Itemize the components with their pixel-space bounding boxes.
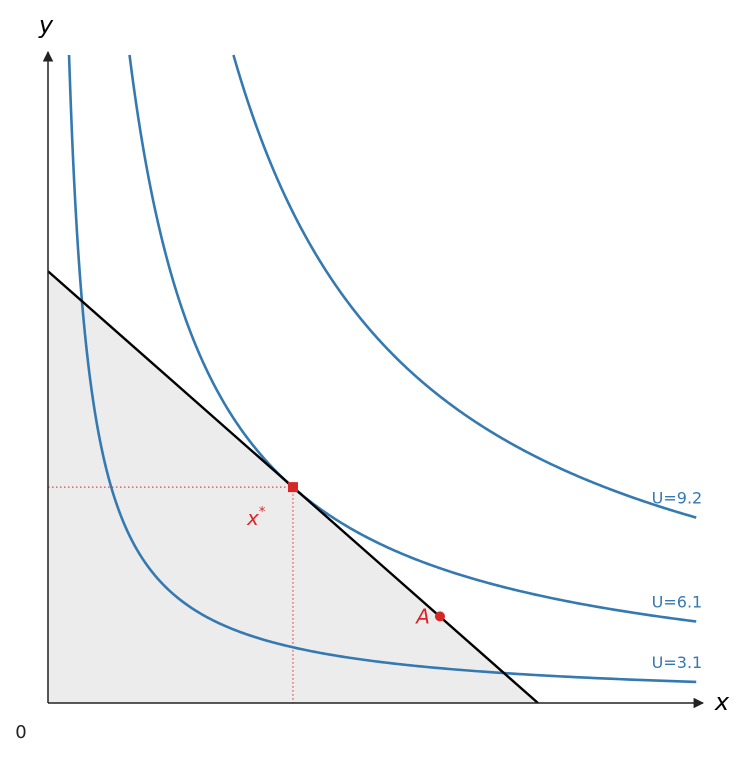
- indifference-curve: [232, 54, 697, 519]
- curve-label: U=6.1: [652, 592, 703, 611]
- point-label: A: [414, 604, 430, 628]
- indifference-curve: [67, 54, 697, 684]
- point-marker: [434, 611, 445, 622]
- optimum-label-sup: *: [259, 505, 266, 520]
- origin-label: 0: [15, 722, 26, 743]
- optimum-label-main: x: [246, 506, 259, 530]
- x-axis-label: x: [714, 688, 730, 716]
- optimum-label: x*: [246, 505, 266, 530]
- curve-label: U=9.2: [652, 489, 703, 508]
- curve-label: U=3.1: [652, 653, 703, 672]
- optimum-marker: [287, 482, 298, 493]
- y-axis-label: y: [38, 11, 54, 39]
